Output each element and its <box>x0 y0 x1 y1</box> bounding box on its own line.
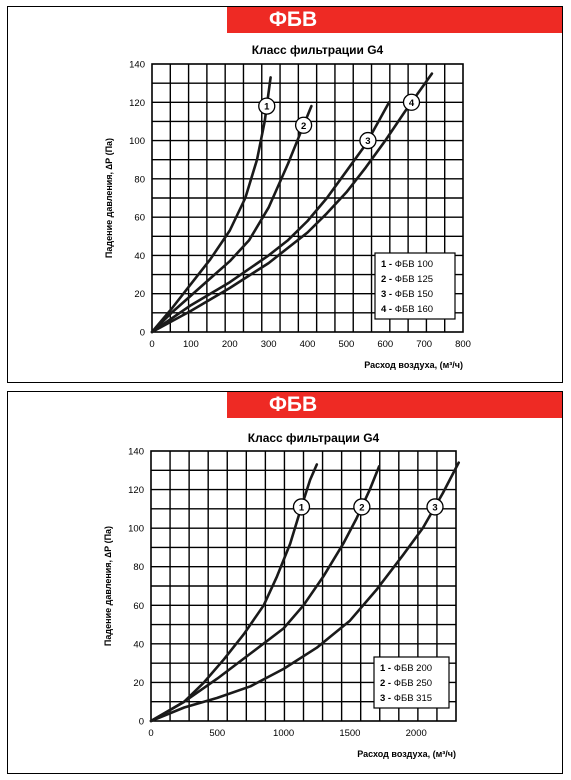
y-tick-label: 120 <box>128 485 144 496</box>
x-tick-label: 400 <box>300 339 316 350</box>
x-tick-label: 200 <box>222 339 238 350</box>
x-tick-label: 500 <box>338 339 354 350</box>
x-tick-label: 0 <box>148 728 153 739</box>
y-tick-label: 120 <box>129 98 145 109</box>
x-tick-label: 0 <box>149 339 154 350</box>
y-tick-label: 40 <box>134 251 145 262</box>
series-marker-label: 1 <box>299 502 305 513</box>
brand-banner: ФБВ <box>227 392 562 418</box>
series-marker-3 <box>359 131 377 150</box>
legend-entry: 3 - ФБВ 315 <box>380 693 432 704</box>
series-line-3 <box>150 101 391 334</box>
series-line-1 <box>150 76 272 334</box>
legend-number: 2 - <box>381 274 395 285</box>
chart-title: Класс фильтрации G4 <box>248 431 380 445</box>
legend-number: 2 - <box>380 678 394 689</box>
x-tick-label: 1500 <box>339 728 360 739</box>
y-tick-label: 80 <box>133 562 144 573</box>
legend-entry: 3 - ФБВ 150 <box>381 289 433 300</box>
x-tick-label: 100 <box>183 339 199 350</box>
series-marker-label: 2 <box>301 121 306 132</box>
legend-series-name: ФБВ 250 <box>394 678 432 689</box>
series-marker-2 <box>294 116 313 134</box>
series-marker-label: 1 <box>264 102 270 113</box>
series-marker-label: 3 <box>432 502 437 513</box>
brand-banner: ФБВ <box>227 7 562 33</box>
legend-series-name: ФБВ 160 <box>395 304 433 315</box>
series-line-2 <box>150 104 313 334</box>
plot-frame <box>151 63 464 333</box>
chart-panel-2: ФБВ Класс фильтрации G4 0 20 40 60 80 100 120 14… <box>7 391 563 774</box>
legend-entry: 1 - ФБВ 100 <box>381 259 433 270</box>
x-axis-label: Расход воздуха, (м³/ч) <box>364 360 463 370</box>
legend-box <box>374 252 456 320</box>
chart-title: Класс фильтрации G4 <box>252 43 384 57</box>
y-tick-label: 80 <box>134 174 145 185</box>
y-tick-label: 60 <box>134 213 145 224</box>
legend-number: 1 - <box>381 259 395 270</box>
x-axis-label: Расход воздуха, (м³/ч) <box>357 749 456 759</box>
x-tick-label: 700 <box>416 339 432 350</box>
y-tick-label: 40 <box>133 639 144 650</box>
y-tick-label: 60 <box>133 601 144 612</box>
y-tick-label: 100 <box>128 524 144 535</box>
series-marker-2 <box>353 498 371 516</box>
series-marker-1 <box>292 498 311 516</box>
x-tick-label: 2000 <box>406 728 427 739</box>
x-tick-label: 500 <box>209 728 225 739</box>
y-tick-label: 100 <box>129 136 145 147</box>
legend-box <box>373 656 450 709</box>
legend-entry: 1 - ФБВ 200 <box>380 663 432 674</box>
series-marker-label: 3 <box>365 136 370 147</box>
legend-number: 4 - <box>381 304 395 315</box>
legend-number: 1 - <box>380 663 394 674</box>
y-tick-label: 140 <box>129 60 145 71</box>
series-marker-1 <box>258 97 276 115</box>
legend-entry: 2 - ФБВ 125 <box>381 274 433 285</box>
legend-entry: 4 - ФБВ 160 <box>381 304 433 315</box>
series-marker-3 <box>426 498 444 516</box>
y-tick-label: 0 <box>140 328 145 339</box>
y-tick-label: 20 <box>134 289 145 300</box>
y-tick-label: 0 <box>139 717 144 728</box>
legend-series-name: ФБВ 150 <box>395 289 433 300</box>
legend-entry: 2 - ФБВ 250 <box>380 678 432 689</box>
y-tick-label: 140 <box>128 447 144 458</box>
x-tick-label: 1000 <box>273 728 294 739</box>
series-marker-label: 4 <box>409 98 415 109</box>
legend-series-name: ФБВ 200 <box>394 663 432 674</box>
legend-series-name: ФБВ 125 <box>395 274 433 285</box>
series-marker-4 <box>402 93 421 111</box>
y-axis-label: Падение давления, ∆Р (Па) <box>104 138 114 258</box>
y-axis-label: Падение давления, ∆Р (Па) <box>103 526 113 646</box>
legend-series-name: ФБВ 100 <box>395 259 433 270</box>
legend-number: 3 - <box>381 289 395 300</box>
x-tick-label: 600 <box>377 339 393 350</box>
x-tick-label: 800 <box>455 339 471 350</box>
series-line-4 <box>150 72 434 334</box>
series-line-3 <box>149 461 460 723</box>
series-marker-label: 2 <box>359 502 364 513</box>
chart-panel-1: ФБВ Класс фильтрации G4 0 20 40 60 80 100 120 14… <box>7 6 563 383</box>
y-tick-label: 20 <box>133 678 144 689</box>
chart-2-plot: Класс фильтрации G4 0 20 40 60 80 100 120 140 0 50… <box>103 431 460 759</box>
legend-series-name: ФБВ 315 <box>394 693 432 704</box>
legend-number: 3 - <box>380 693 394 704</box>
plot-frame <box>150 450 457 722</box>
x-tick-label: 300 <box>261 339 277 350</box>
